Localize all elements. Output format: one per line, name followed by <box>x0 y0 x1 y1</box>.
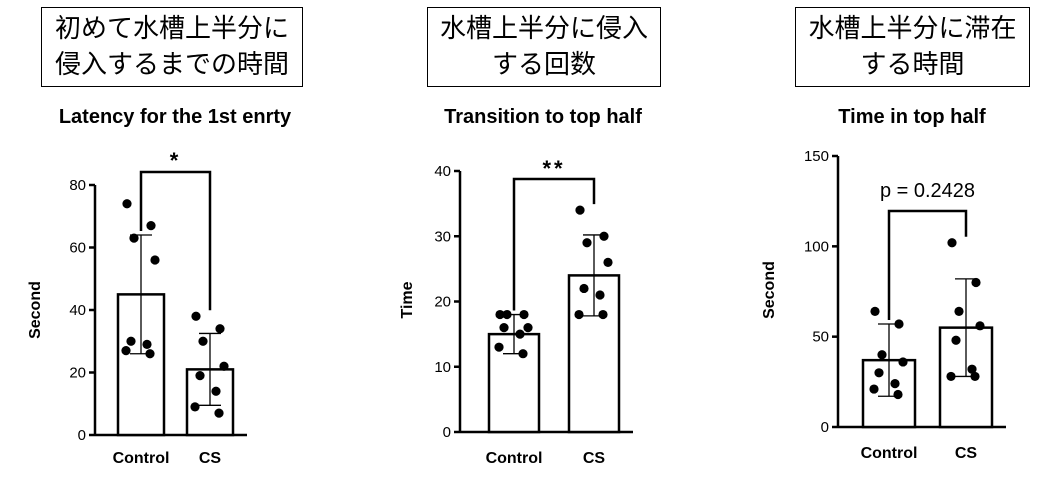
chart-1-data-point <box>219 361 229 371</box>
chart-2-data-point <box>519 309 529 320</box>
chart-2-data-point <box>599 231 609 241</box>
chart-1-data-point <box>211 386 221 396</box>
chart-1-data-point <box>214 408 224 418</box>
panel-2-header: 水槽上半分に侵入 する回数 <box>427 7 661 87</box>
chart-3-y-label: Second <box>761 261 778 319</box>
chart-3-y-tick-label: 150 <box>804 148 829 165</box>
chart-2-y-tick-label: 0 <box>443 424 451 441</box>
chart-3-y-tick-label: 100 <box>804 238 829 255</box>
chart-3-data-point <box>893 389 903 400</box>
chart-3-y-tick-label: 50 <box>812 329 829 346</box>
panel-2-header-line1: 水槽上半分に侵入 <box>439 14 648 44</box>
chart-3-category-label: Control <box>861 445 918 462</box>
chart-1-data-point <box>146 221 156 231</box>
chart-1-title: Latency for the 1st enrty <box>58 106 292 128</box>
chart-2-data-point <box>598 309 608 320</box>
chart-1-significance-label: * <box>170 148 182 173</box>
chart-1-data-point <box>122 199 132 209</box>
chart-3-data-point <box>894 319 904 329</box>
chart-2-y-tick-label: 20 <box>434 294 451 311</box>
chart-1-significance-bracket <box>139 170 212 311</box>
chart-1-y-label: Second <box>27 281 44 339</box>
chart-1-data-point <box>198 336 208 346</box>
panel-1-header: 初めて水槽上半分に 侵入するまでの時間 <box>41 7 303 87</box>
chart-1-data-point <box>126 336 136 346</box>
chart-1-data-point <box>142 339 152 349</box>
chart-3-y-tick-label: 0 <box>821 419 829 436</box>
chart-3-significance-bracket <box>887 209 968 321</box>
chart-3-data-point <box>890 379 900 389</box>
chart-2-category-label: CS <box>583 450 606 467</box>
panel-2-header-line2: する回数 <box>491 50 596 80</box>
chart-2-significance-label: ** <box>542 156 565 181</box>
chart-2-category-label: Control <box>486 450 543 467</box>
chart-3-data-point <box>951 335 961 345</box>
chart-3-data-point <box>874 368 884 378</box>
chart-3-data-point <box>870 306 880 316</box>
chart-2-data-point <box>495 309 505 320</box>
chart-3-data-point <box>946 371 956 382</box>
chart-2-data-point <box>575 205 585 215</box>
chart-1-y-tick-label: 80 <box>69 177 86 194</box>
chart-1-y-tick-label: 20 <box>69 365 86 382</box>
chart-1-data-point <box>150 255 160 265</box>
chart-3-data-point <box>869 384 879 394</box>
chart-1-y-tick-label: 40 <box>69 302 86 319</box>
panel-1-header-line2: 侵入するまでの時間 <box>54 50 289 80</box>
chart-2-significance-bracket <box>512 177 596 311</box>
chart-1-data-point <box>145 349 155 359</box>
chart-2-data-point <box>574 309 584 320</box>
chart-3-data-point <box>967 364 977 374</box>
chart-1-data-point <box>215 324 225 334</box>
chart-2-data-point <box>518 349 528 359</box>
chart-2-data-point <box>579 283 589 294</box>
chart-3-data-point <box>877 350 887 360</box>
chart-2-data-point <box>515 329 525 339</box>
chart-2-y-tick-label: 40 <box>434 163 451 180</box>
chart-2-data-point <box>582 238 592 248</box>
chart-2-data-point <box>595 290 605 300</box>
chart-3-category-label: CS <box>955 445 978 462</box>
chart-1-data-point <box>191 311 201 321</box>
panel-3-header: 水槽上半分に滞在 する時間 <box>795 7 1030 87</box>
chart-1-y-tick-label: 60 <box>69 240 86 257</box>
chart-2-y-tick-label: 30 <box>434 228 451 245</box>
chart-1-y-tick-label: 0 <box>78 427 86 444</box>
chart-1-data-point <box>190 402 200 412</box>
chart-3-significance-label: p = 0.2428 <box>880 180 975 202</box>
panel-1-header-line1: 初めて水槽上半分に <box>54 14 289 44</box>
chart-3-title: Time in top half <box>838 106 986 128</box>
chart-3-data-point <box>947 238 957 248</box>
chart-1-data-point <box>129 233 139 243</box>
chart-3-data-point <box>898 357 908 367</box>
chart-2-data-point <box>603 257 613 267</box>
chart-2-y-label: Time <box>399 281 416 318</box>
chart-1-category-label: CS <box>199 450 222 467</box>
chart-2-data-point <box>494 342 504 352</box>
chart-3-data-point <box>975 321 985 331</box>
chart-1-category-label: Control <box>113 450 170 467</box>
chart-1-data-point <box>195 371 205 381</box>
chart-3-data-point <box>954 306 964 316</box>
chart-1-data-point <box>121 346 131 356</box>
chart-3-data-point <box>971 277 981 288</box>
chart-2-data-point <box>523 323 533 333</box>
chart-3-data-point <box>970 371 980 382</box>
chart-2-data-point <box>502 309 512 320</box>
chart-2-title: Transition to top half <box>444 106 642 128</box>
chart-2-data-point <box>499 323 509 333</box>
panel-3-header-line1: 水槽上半分に滞在 <box>808 14 1017 44</box>
panel-3-header-line2: する時間 <box>860 50 965 80</box>
chart-2-y-tick-label: 10 <box>434 359 451 376</box>
